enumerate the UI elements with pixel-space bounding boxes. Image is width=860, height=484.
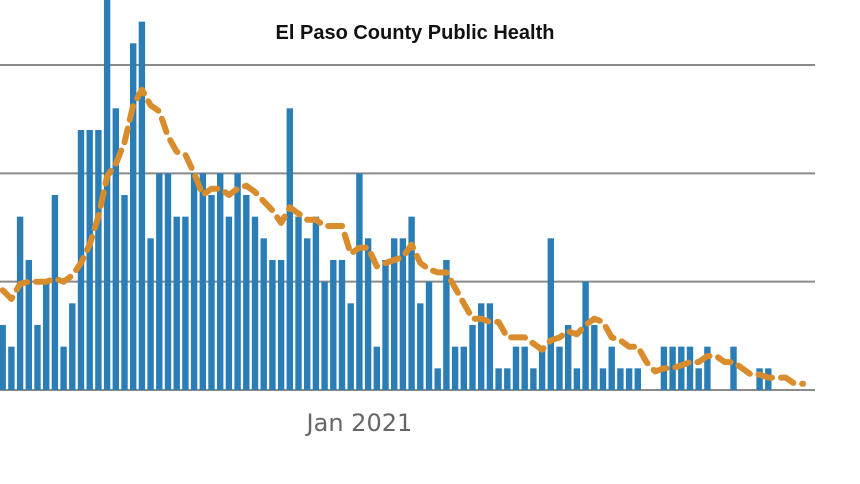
bar	[408, 216, 415, 390]
bar	[634, 368, 641, 390]
bar	[364, 238, 372, 390]
bar	[356, 173, 363, 390]
bar	[208, 195, 215, 390]
bar	[556, 346, 563, 390]
bar	[373, 346, 380, 390]
bar	[338, 260, 346, 390]
bar	[399, 238, 407, 390]
bar	[756, 368, 763, 390]
bar	[121, 195, 128, 390]
bar	[25, 260, 32, 390]
bar	[565, 325, 572, 390]
bar	[112, 108, 119, 390]
bar	[330, 260, 337, 390]
bar	[147, 238, 154, 390]
bar	[182, 216, 189, 390]
bar	[495, 368, 502, 390]
bar	[43, 281, 50, 390]
bar	[617, 368, 624, 390]
bar	[304, 238, 311, 390]
bar	[417, 303, 424, 390]
bar	[8, 346, 15, 390]
chart-title: El Paso County Public Health	[276, 22, 555, 44]
bar	[486, 303, 494, 390]
bar	[16, 216, 24, 390]
bar	[103, 0, 111, 390]
bar	[704, 346, 711, 390]
bar	[504, 368, 511, 390]
bar	[625, 368, 633, 390]
bar	[199, 173, 206, 390]
bar	[138, 21, 146, 391]
bar	[451, 346, 459, 390]
bar	[547, 238, 554, 390]
bar	[478, 303, 485, 390]
bar	[434, 368, 441, 390]
bar	[295, 216, 302, 390]
bar	[530, 368, 537, 390]
bar	[69, 303, 76, 390]
bar	[51, 195, 59, 390]
bar	[573, 368, 581, 390]
bar	[391, 238, 398, 390]
bar	[425, 281, 433, 390]
bar	[443, 260, 450, 390]
bar	[217, 173, 224, 390]
bar	[312, 216, 320, 390]
bar	[730, 346, 737, 390]
bar	[260, 238, 267, 390]
moving-average-line	[0, 86, 807, 387]
bar	[591, 325, 598, 390]
bar	[225, 216, 233, 390]
bar	[277, 260, 285, 390]
bar	[521, 346, 528, 390]
bar	[0, 325, 6, 390]
bar	[173, 216, 180, 390]
bar	[269, 260, 276, 390]
bar	[286, 108, 293, 390]
bar	[608, 346, 615, 390]
bar	[686, 346, 694, 390]
bar	[164, 173, 172, 390]
bar	[60, 346, 67, 390]
bar	[251, 216, 259, 390]
bar	[460, 346, 467, 390]
bar	[347, 303, 354, 390]
bar	[86, 130, 93, 390]
x-tick-label: Jan 2021	[305, 409, 413, 437]
bar	[130, 43, 137, 390]
bar	[538, 346, 546, 390]
bar	[321, 281, 328, 390]
bar	[512, 346, 520, 390]
bar	[469, 325, 476, 390]
bar	[382, 260, 389, 390]
bar	[95, 130, 102, 390]
bar	[695, 368, 702, 390]
bar-series	[0, 0, 772, 391]
bar	[243, 195, 250, 390]
bar	[582, 281, 589, 390]
bar	[599, 368, 607, 390]
bar	[234, 173, 241, 390]
bar	[190, 173, 198, 390]
bar	[156, 173, 163, 390]
bar	[34, 325, 41, 390]
